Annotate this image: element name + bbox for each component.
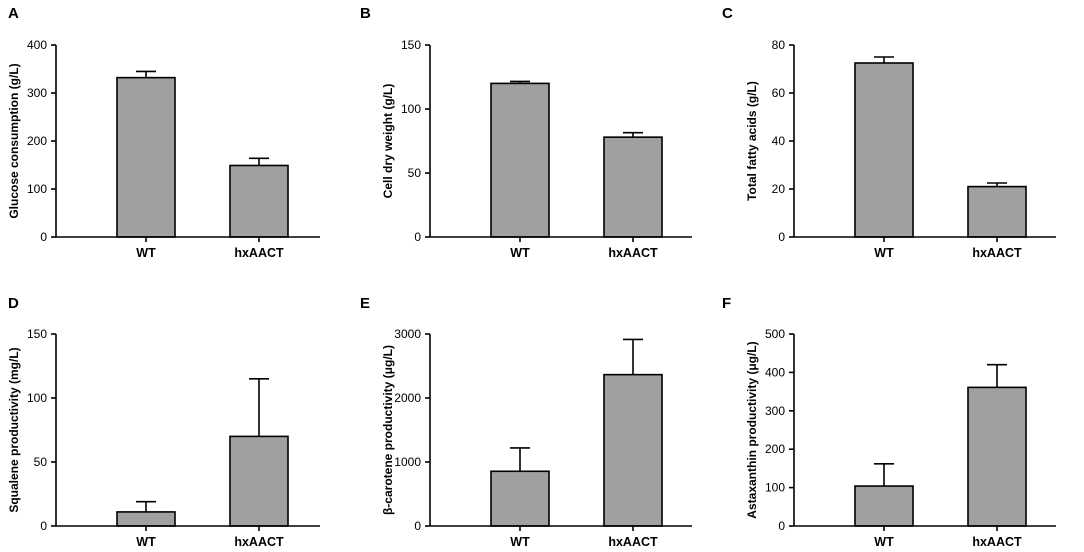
bar-wt <box>854 62 914 238</box>
y-tick-label: 150 <box>401 38 421 52</box>
y-tick-label: 100 <box>765 481 785 495</box>
panel-letter-b: B <box>360 5 371 22</box>
y-tick-label: 0 <box>40 230 47 244</box>
y-axis-title: Glucose consumption (g/L) <box>7 63 21 218</box>
category-label: WT <box>874 535 894 549</box>
bar-hxaact <box>229 435 289 527</box>
y-tick-label: 100 <box>27 182 47 196</box>
y-tick-label: 300 <box>27 86 47 100</box>
category-label: hxAACT <box>972 246 1022 260</box>
panel-letter-a: A <box>8 5 19 22</box>
y-tick-label: 400 <box>765 365 785 379</box>
bar-hxaact <box>603 136 663 238</box>
panel-d: D WT hxAACT 0 50 100 150 Squalene productivity … <box>7 295 320 549</box>
y-axis-title: β-carotene productivity (μg/L) <box>381 345 395 515</box>
y-axis-title: Total fatty acids (g/L) <box>745 81 759 201</box>
y-tick-label: 80 <box>772 38 786 52</box>
category-label: hxAACT <box>972 535 1022 549</box>
bar-wt <box>854 485 914 527</box>
category-label: WT <box>874 246 894 260</box>
y-tick-label: 0 <box>414 230 421 244</box>
bar-hxaact <box>967 386 1027 527</box>
panel-letter-f: F <box>722 295 731 312</box>
panel-b: B WT hxAACT 0 50 100 150 Cell dry weight (g/L) <box>360 5 692 260</box>
y-tick-label: 400 <box>27 38 47 52</box>
y-tick-label: 100 <box>27 391 47 405</box>
y-tick-label: 150 <box>27 327 47 341</box>
y-tick-label: 0 <box>40 519 47 533</box>
panel-letter-c: C <box>722 5 733 22</box>
panel-e: E WT hxAACT 0 1000 2000 3000 β-carotene product… <box>360 295 692 549</box>
category-label: hxAACT <box>608 535 658 549</box>
y-tick-label: 1000 <box>394 455 421 469</box>
y-tick-label: 500 <box>765 327 785 341</box>
category-label: hxAACT <box>608 246 658 260</box>
y-tick-label: 50 <box>34 455 48 469</box>
panel-letter-d: D <box>8 295 19 312</box>
y-tick-label: 2000 <box>394 391 421 405</box>
category-label: WT <box>510 246 530 260</box>
bar-wt <box>490 470 550 527</box>
y-tick-label: 40 <box>772 134 786 148</box>
y-tick-label: 0 <box>778 519 785 533</box>
y-tick-label: 200 <box>765 442 785 456</box>
y-tick-label: 20 <box>772 182 786 196</box>
bar-hxaact <box>967 185 1027 238</box>
y-tick-label: 50 <box>408 166 422 180</box>
y-axis-title: Astaxanthin productivity (μg/L) <box>745 341 759 518</box>
category-label: WT <box>136 535 156 549</box>
bar-wt <box>490 82 550 238</box>
y-tick-label: 3000 <box>394 327 421 341</box>
panel-letter-e: E <box>360 295 370 312</box>
y-tick-label: 0 <box>778 230 785 244</box>
bar-hxaact <box>229 164 289 238</box>
category-label: WT <box>510 535 530 549</box>
panel-f: F WT hxAACT 0 100 200 300 400 500 Astaxanthin pro… <box>722 295 1056 549</box>
y-tick-label: 200 <box>27 134 47 148</box>
bar-hxaact <box>603 373 663 527</box>
y-tick-label: 300 <box>765 404 785 418</box>
y-axis-title: Squalene productivity (mg/L) <box>7 347 21 512</box>
bar-wt <box>116 76 176 238</box>
y-tick-label: 0 <box>414 519 421 533</box>
y-tick-label: 100 <box>401 102 421 116</box>
category-label: hxAACT <box>234 535 284 549</box>
panel-a: A WT hxAACT 0 100 200 300 400 Glucose consumptio… <box>7 5 320 260</box>
y-axis-title: Cell dry weight (g/L) <box>381 84 395 199</box>
bar-wt <box>116 511 176 527</box>
category-label: WT <box>136 246 156 260</box>
y-tick-label: 60 <box>772 86 786 100</box>
category-label: hxAACT <box>234 246 284 260</box>
panel-c: C WT hxAACT 0 20 40 60 80 Total fatty acids (g/L… <box>722 5 1056 260</box>
